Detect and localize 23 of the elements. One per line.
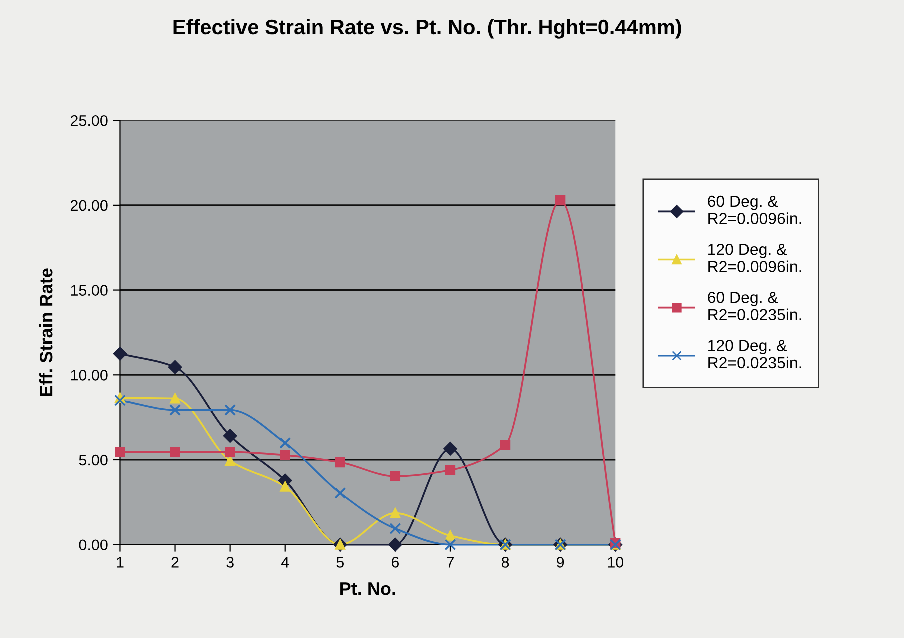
x-tick-label: 5 (336, 557, 344, 568)
y-tick-label: 15.00 (71, 285, 108, 296)
chart-title: Effective Strain Rate vs. Pt. No. (Thr. Hght=0.44mm) (174, 19, 682, 39)
x-tick-label: 8 (502, 557, 510, 568)
y-tick-label: 20.00 (70, 200, 108, 212)
x-axis-title: Pt. No. (340, 582, 396, 596)
x-tick-label: 2 (172, 557, 179, 568)
x-tick-label: 6 (392, 557, 400, 568)
x-tick-label: 3 (226, 557, 234, 568)
x-tick-label: 7 (447, 557, 454, 568)
legend-label: 60 Deg. & R2=0.0096in. (708, 196, 802, 224)
legend-label: 60 Deg. & R2=0.0235in. (708, 292, 802, 321)
x-tick-label: 1 (117, 557, 124, 568)
y-tick-label: 25.00 (70, 115, 108, 126)
y-axis-title: Eff. Strain Rate (39, 268, 53, 396)
y-tick-label: 5.00 (79, 454, 108, 466)
y-tick-label: 10.00 (71, 370, 108, 381)
x-tick-label: 4 (281, 557, 290, 568)
legend-label: 120 Deg. & R2=0.0096in. (708, 244, 802, 272)
y-tick-label: 0.00 (79, 540, 108, 551)
legend-label: 120 Deg. & R2=0.0235in. (708, 340, 802, 369)
x-tick-label: 10 (608, 557, 624, 568)
x-tick-label: 9 (557, 557, 564, 568)
